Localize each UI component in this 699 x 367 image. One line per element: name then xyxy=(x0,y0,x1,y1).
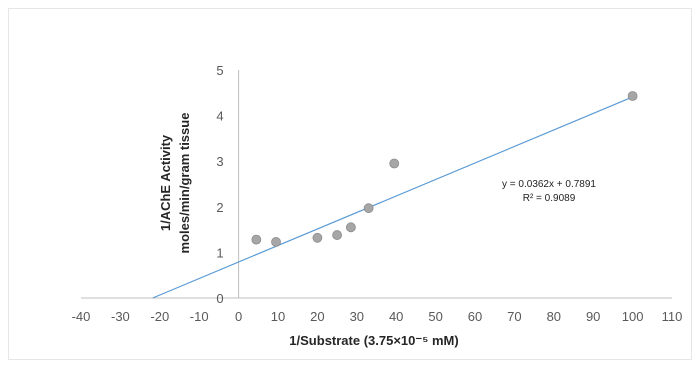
y-tick-label: 2 xyxy=(216,200,223,215)
x-tick-label: -30 xyxy=(111,309,130,324)
y-axis-title-line-2: moles/min/gram tissue xyxy=(177,113,192,254)
scatter-plot: -40 -30 -20 -10 0 10 20 30 40 50 60 70 80 90 100 110 0 1… xyxy=(72,63,683,348)
x-tick-label: 0 xyxy=(235,309,242,324)
x-axis-title: 1/Substrate (3.75×10⁻⁵ mM) xyxy=(289,333,458,348)
x-tick-labels: -40 -30 -20 -10 0 10 20 30 40 50 60 70 80 90 100 110 xyxy=(72,309,683,324)
trendline-equation: y = 0.0362x + 0.7891 xyxy=(502,179,596,190)
x-tick-label: 80 xyxy=(547,309,561,324)
y-axis-title: 1/AChE Activity moles/min/gram tissue xyxy=(158,113,192,254)
y-tick-label: 0 xyxy=(216,291,223,306)
x-tick-label: 100 xyxy=(622,309,644,324)
x-tick-label: 20 xyxy=(310,309,324,324)
x-tick-label: 50 xyxy=(428,309,442,324)
axes xyxy=(81,70,672,299)
trendline xyxy=(152,96,633,299)
data-point xyxy=(251,234,262,245)
data-point xyxy=(627,91,638,101)
x-tick-label: 40 xyxy=(389,309,403,324)
data-point xyxy=(345,222,356,233)
y-tick-label: 1 xyxy=(216,245,223,260)
x-tick-label: 10 xyxy=(271,309,285,324)
data-point xyxy=(363,203,374,214)
data-point xyxy=(312,232,323,243)
trendline-group xyxy=(152,96,633,299)
x-tick-label: -20 xyxy=(150,309,169,324)
x-tick-label: 30 xyxy=(350,309,364,324)
y-tick-labels: 0 1 2 3 4 5 xyxy=(216,63,223,306)
x-tick-label: 110 xyxy=(662,309,683,324)
x-tick-label: 90 xyxy=(586,309,600,324)
chart-frame: -40 -30 -20 -10 0 10 20 30 40 50 60 70 80 90 100 110 0 1… xyxy=(8,8,692,360)
x-tick-label: -10 xyxy=(190,309,209,324)
data-point xyxy=(271,237,281,247)
r-squared-label: R² = 0.9089 xyxy=(523,193,576,204)
y-tick-label: 4 xyxy=(216,109,223,124)
y-tick-label: 3 xyxy=(216,154,223,169)
data-point xyxy=(389,158,400,169)
data-points xyxy=(251,91,638,247)
data-point xyxy=(332,230,343,240)
x-tick-label: 60 xyxy=(468,309,482,324)
y-axis-title-line-1: 1/AChE Activity xyxy=(158,134,173,231)
y-tick-label: 5 xyxy=(216,63,223,78)
x-tick-label: -40 xyxy=(72,309,91,324)
x-tick-label: 70 xyxy=(507,309,521,324)
